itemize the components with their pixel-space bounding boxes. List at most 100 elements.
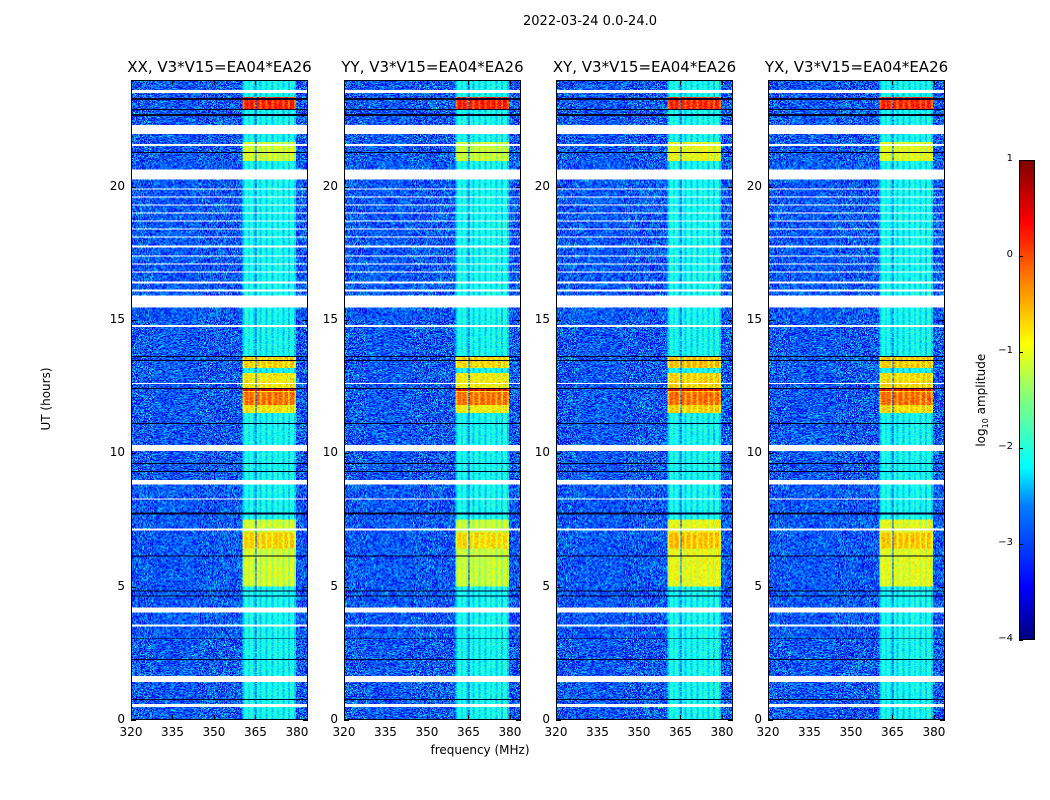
y-tick-mark bbox=[516, 453, 521, 455]
y-tick-mark bbox=[303, 586, 308, 588]
heatmap-panel bbox=[131, 80, 308, 720]
x-tick-mark bbox=[296, 80, 298, 85]
heatmap-image bbox=[132, 81, 307, 719]
x-tick-label: 350 bbox=[627, 725, 651, 739]
y-tick-label: 10 bbox=[109, 445, 125, 460]
x-tick-mark bbox=[509, 80, 511, 85]
y-tick-label: 20 bbox=[322, 178, 338, 193]
colorbar-tick-mark bbox=[1019, 544, 1023, 545]
heatmap-image bbox=[557, 81, 732, 719]
panel-title: XY, V3*V15=EA04*EA26 bbox=[552, 58, 737, 76]
x-tick-label: 335 bbox=[374, 725, 397, 739]
x-tick-label: 380 bbox=[498, 725, 522, 739]
x-tick-label: 365 bbox=[881, 725, 904, 739]
y-tick-mark bbox=[556, 586, 561, 588]
x-tick-mark bbox=[131, 715, 132, 720]
colorbar-tick-mark bbox=[1019, 256, 1023, 257]
y-tick-label: 5 bbox=[330, 578, 338, 593]
x-tick-mark bbox=[768, 715, 769, 720]
x-tick-label: 365 bbox=[669, 725, 692, 739]
x-tick-mark bbox=[468, 715, 470, 720]
heatmap-panel bbox=[556, 80, 733, 720]
x-tick-label: 380 bbox=[285, 725, 309, 739]
x-tick-mark bbox=[213, 80, 215, 85]
x-tick-mark bbox=[597, 715, 599, 720]
y-tick-label: 10 bbox=[534, 445, 550, 460]
x-tick-mark bbox=[933, 80, 935, 85]
x-tick-mark bbox=[344, 715, 345, 720]
colorbar-tick-mark bbox=[1019, 448, 1023, 449]
y-tick-mark bbox=[303, 453, 308, 455]
y-tick-label: 20 bbox=[746, 178, 762, 193]
y-tick-mark bbox=[131, 720, 136, 721]
colorbar-tick-mark bbox=[1019, 640, 1023, 641]
y-tick-label: 5 bbox=[117, 578, 125, 593]
y-tick-mark bbox=[344, 586, 349, 588]
heatmap-image bbox=[345, 81, 520, 719]
x-tick-mark bbox=[344, 80, 345, 85]
x-tick-mark bbox=[255, 80, 257, 85]
x-tick-mark bbox=[213, 715, 215, 720]
x-tick-label: 335 bbox=[586, 725, 609, 739]
x-tick-mark bbox=[556, 715, 557, 720]
y-tick-mark bbox=[556, 453, 561, 455]
y-tick-mark bbox=[516, 586, 521, 588]
y-tick-label: 10 bbox=[746, 445, 762, 460]
x-tick-label: 365 bbox=[244, 725, 267, 739]
colorbar-tick-mark bbox=[1019, 352, 1023, 353]
x-tick-mark bbox=[850, 715, 852, 720]
y-tick-mark bbox=[303, 720, 308, 721]
y-tick-mark bbox=[728, 586, 733, 588]
heatmap-panel bbox=[344, 80, 521, 720]
x-tick-mark bbox=[680, 80, 682, 85]
x-tick-mark bbox=[892, 715, 894, 720]
y-tick-mark bbox=[303, 186, 308, 188]
y-tick-mark bbox=[940, 453, 945, 455]
x-tick-mark bbox=[809, 715, 811, 720]
colorbar-tick-mark bbox=[1019, 160, 1023, 161]
y-tick-mark bbox=[344, 186, 349, 188]
y-axis-label: UT (hours) bbox=[39, 367, 53, 431]
y-tick-mark bbox=[768, 453, 773, 455]
x-tick-mark bbox=[255, 715, 257, 720]
y-tick-label: 20 bbox=[534, 178, 550, 193]
panel-title: YX, V3*V15=EA04*EA26 bbox=[764, 58, 949, 76]
y-tick-mark bbox=[131, 320, 136, 321]
y-tick-mark bbox=[556, 320, 561, 321]
x-tick-label: 365 bbox=[457, 725, 480, 739]
y-tick-label: 5 bbox=[754, 578, 762, 593]
y-tick-mark bbox=[728, 320, 733, 321]
x-tick-mark bbox=[680, 715, 682, 720]
colorbar-tick-label: 1 bbox=[1006, 153, 1013, 164]
y-tick-mark bbox=[556, 720, 561, 721]
x-tick-mark bbox=[556, 80, 557, 85]
x-tick-mark bbox=[638, 80, 640, 85]
x-tick-mark bbox=[131, 80, 132, 85]
colorbar-tick-label: 0 bbox=[1006, 249, 1013, 260]
y-tick-label: 0 bbox=[117, 712, 125, 726]
x-tick-mark bbox=[509, 715, 511, 720]
x-tick-mark bbox=[426, 80, 428, 85]
y-tick-mark bbox=[940, 320, 945, 321]
heatmap-image bbox=[769, 81, 944, 719]
y-tick-mark bbox=[303, 320, 308, 321]
x-tick-mark bbox=[768, 80, 769, 85]
x-tick-mark bbox=[721, 715, 723, 720]
x-tick-label: 335 bbox=[161, 725, 184, 739]
x-tick-mark bbox=[597, 80, 599, 85]
y-tick-label: 10 bbox=[322, 445, 338, 460]
x-tick-label: 350 bbox=[415, 725, 439, 739]
x-axis-label: frequency (MHz) bbox=[430, 743, 530, 757]
y-tick-label: 0 bbox=[754, 712, 762, 726]
x-tick-mark bbox=[172, 715, 174, 720]
x-tick-label: 320 bbox=[119, 725, 143, 739]
x-tick-mark bbox=[426, 715, 428, 720]
x-tick-mark bbox=[172, 80, 174, 85]
y-tick-label: 15 bbox=[109, 312, 125, 326]
y-tick-mark bbox=[768, 586, 773, 588]
y-tick-label: 0 bbox=[330, 712, 338, 726]
x-tick-mark bbox=[933, 715, 935, 720]
x-tick-mark bbox=[809, 80, 811, 85]
y-tick-mark bbox=[516, 186, 521, 188]
panel-title: XX, V3*V15=EA04*EA26 bbox=[127, 58, 312, 76]
